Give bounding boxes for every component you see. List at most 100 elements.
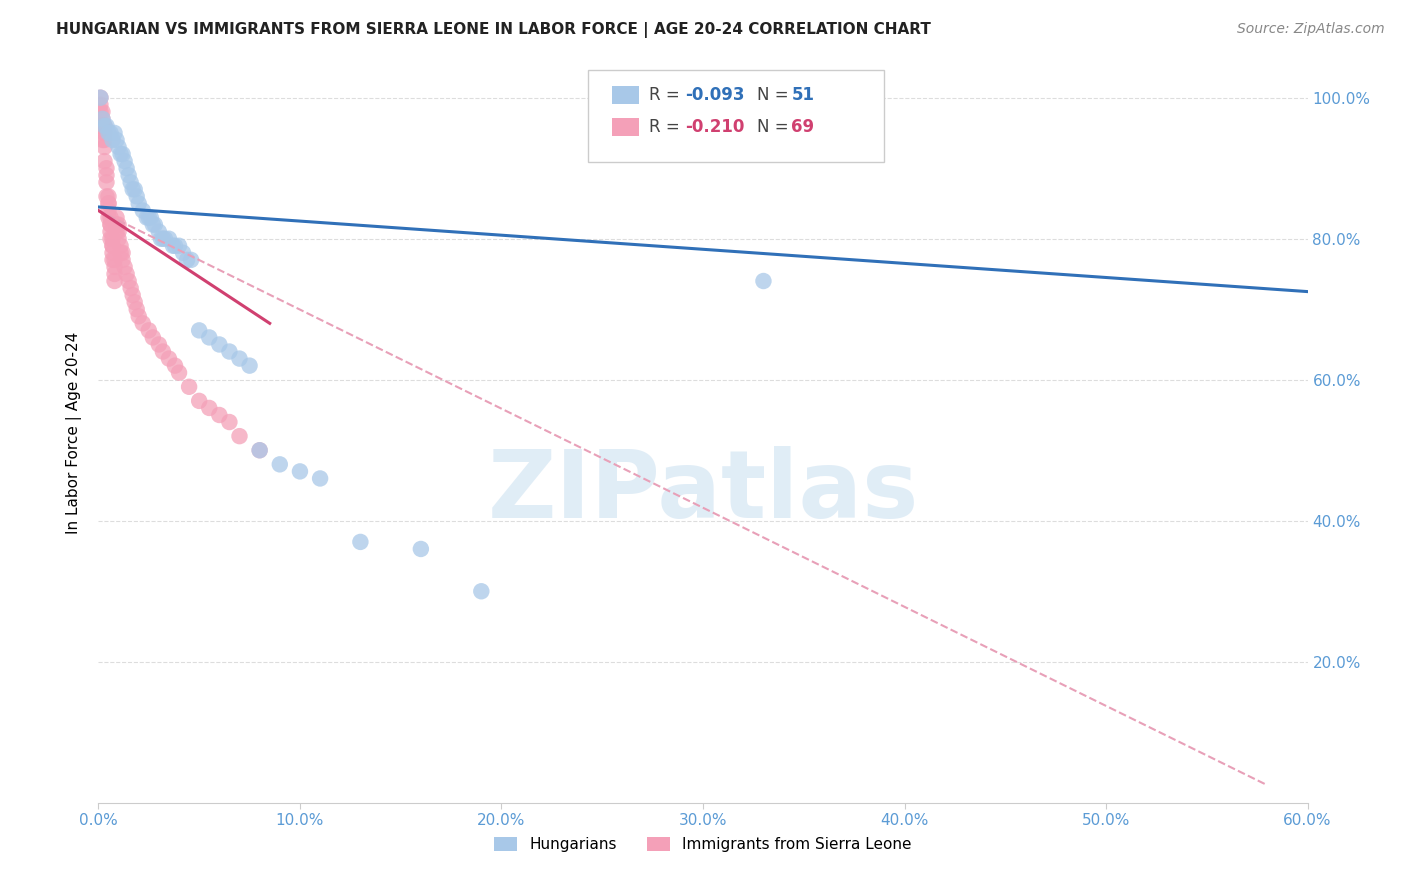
Point bbox=[100, 232, 122, 246]
Point bbox=[110, 147, 132, 161]
Point bbox=[198, 401, 221, 415]
Point bbox=[172, 245, 194, 260]
Point bbox=[89, 119, 111, 133]
Point bbox=[188, 323, 211, 337]
Text: R =: R = bbox=[648, 118, 685, 136]
Point bbox=[153, 232, 176, 246]
Point bbox=[118, 168, 141, 182]
Point bbox=[97, 211, 120, 225]
Point bbox=[180, 252, 202, 267]
Point bbox=[157, 232, 180, 246]
Point bbox=[93, 154, 115, 169]
Point bbox=[167, 239, 190, 253]
Point bbox=[93, 119, 115, 133]
Point bbox=[239, 359, 262, 373]
Point bbox=[152, 232, 174, 246]
Point bbox=[100, 225, 122, 239]
Point bbox=[111, 245, 134, 260]
Point bbox=[96, 175, 118, 189]
Point bbox=[89, 91, 111, 105]
Point bbox=[162, 239, 184, 253]
Point bbox=[124, 182, 146, 196]
Text: R =: R = bbox=[648, 86, 685, 104]
Point bbox=[132, 316, 155, 330]
Point bbox=[107, 140, 129, 154]
Point bbox=[176, 252, 198, 267]
Point bbox=[228, 429, 250, 443]
Point bbox=[121, 182, 143, 196]
Point bbox=[101, 239, 124, 253]
Point bbox=[188, 393, 211, 408]
Point bbox=[470, 584, 492, 599]
Point bbox=[107, 225, 129, 239]
Point bbox=[111, 147, 134, 161]
Point bbox=[228, 351, 250, 366]
Point bbox=[97, 189, 120, 203]
Point bbox=[97, 203, 120, 218]
Point bbox=[96, 189, 118, 203]
Point bbox=[97, 126, 120, 140]
Point bbox=[114, 260, 136, 274]
Point bbox=[249, 443, 271, 458]
Point bbox=[148, 337, 170, 351]
Point bbox=[118, 274, 141, 288]
Point bbox=[143, 218, 166, 232]
Point bbox=[349, 535, 371, 549]
Text: N =: N = bbox=[758, 118, 794, 136]
Point bbox=[124, 295, 146, 310]
Point bbox=[91, 112, 114, 126]
Point bbox=[110, 239, 132, 253]
Point bbox=[101, 252, 124, 267]
Point bbox=[752, 274, 775, 288]
Point bbox=[93, 126, 115, 140]
Point bbox=[111, 252, 134, 267]
Point bbox=[103, 267, 125, 281]
Point bbox=[100, 126, 122, 140]
Point bbox=[409, 541, 432, 556]
Point bbox=[163, 359, 186, 373]
Point bbox=[91, 133, 114, 147]
Text: HUNGARIAN VS IMMIGRANTS FROM SIERRA LEONE IN LABOR FORCE | AGE 20-24 CORRELATION: HUNGARIAN VS IMMIGRANTS FROM SIERRA LEON… bbox=[56, 22, 931, 38]
Point bbox=[128, 310, 150, 324]
Text: 69: 69 bbox=[792, 118, 814, 136]
Point bbox=[93, 133, 115, 147]
Point bbox=[107, 232, 129, 246]
Point bbox=[100, 218, 122, 232]
Point bbox=[167, 366, 190, 380]
Point bbox=[103, 252, 125, 267]
Point bbox=[96, 119, 118, 133]
Text: 51: 51 bbox=[792, 86, 814, 104]
Point bbox=[105, 133, 128, 147]
Point bbox=[120, 175, 142, 189]
Point bbox=[128, 196, 150, 211]
Point bbox=[103, 274, 125, 288]
Point bbox=[152, 344, 174, 359]
Text: -0.210: -0.210 bbox=[685, 118, 744, 136]
Point bbox=[93, 140, 115, 154]
Point bbox=[91, 104, 114, 119]
FancyBboxPatch shape bbox=[613, 118, 638, 136]
Y-axis label: In Labor Force | Age 20-24: In Labor Force | Age 20-24 bbox=[66, 332, 83, 533]
FancyBboxPatch shape bbox=[588, 70, 884, 162]
Point bbox=[125, 302, 148, 317]
Point bbox=[100, 218, 122, 232]
Point bbox=[91, 112, 114, 126]
Point bbox=[269, 458, 291, 472]
Point bbox=[114, 154, 136, 169]
Text: -0.093: -0.093 bbox=[685, 86, 744, 104]
Text: N =: N = bbox=[758, 86, 794, 104]
Point bbox=[93, 119, 115, 133]
Point bbox=[135, 211, 157, 225]
Point bbox=[89, 104, 111, 119]
Point bbox=[142, 218, 165, 232]
Point bbox=[101, 245, 124, 260]
Legend: Hungarians, Immigrants from Sierra Leone: Hungarians, Immigrants from Sierra Leone bbox=[488, 830, 918, 858]
Point bbox=[309, 471, 332, 485]
Point bbox=[96, 161, 118, 176]
Point bbox=[120, 281, 142, 295]
Point bbox=[89, 91, 111, 105]
Point bbox=[115, 161, 138, 176]
Point bbox=[218, 415, 240, 429]
Point bbox=[97, 196, 120, 211]
Point bbox=[101, 239, 124, 253]
